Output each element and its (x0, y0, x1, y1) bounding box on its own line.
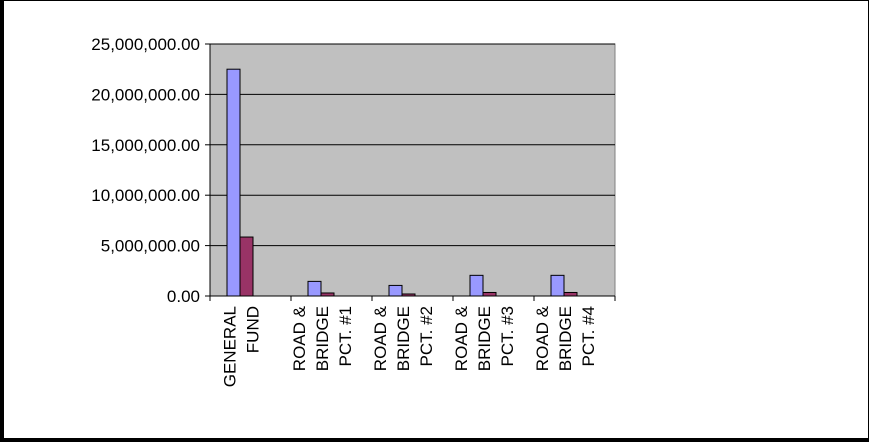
x-tick-label: PCT. #4 (579, 306, 598, 366)
plot-area (209, 43, 616, 297)
x-tick-label: BRIDGE (313, 306, 332, 371)
bar (550, 274, 565, 297)
x-tick-label: BRIDGE (475, 306, 494, 371)
y-tick-label: 0.00 (167, 287, 200, 306)
bar (469, 274, 484, 297)
bar (226, 68, 241, 297)
y-tick-label: 15,000,000.00 (91, 136, 200, 155)
y-tick-label: 20,000,000.00 (91, 85, 200, 104)
x-tick-label: ROAD & (452, 305, 471, 371)
bar (307, 280, 322, 297)
x-tick-label: BRIDGE (394, 306, 413, 371)
x-tick-label: PCT. #2 (417, 306, 436, 366)
bar-chart: 0.00 5,000,000.00 10,000,000.00 15,000,000.… (91, 35, 616, 387)
x-tick-label: PCT. #3 (498, 306, 517, 366)
x-tick-label: BRIDGE (556, 306, 575, 371)
bar (563, 291, 578, 297)
x-tick-label: ROAD & (371, 305, 390, 371)
x-tick-label: FUND (244, 306, 263, 353)
x-tick-label: GENERAL (221, 306, 240, 387)
bar (320, 292, 335, 297)
y-tick-label: 5,000,000.00 (101, 237, 200, 256)
bar (239, 236, 254, 297)
bar (401, 293, 416, 297)
y-tick-label: 10,000,000.00 (91, 186, 200, 205)
y-tick-label: 25,000,000.00 (91, 35, 200, 54)
x-tick-label: PCT. #1 (336, 306, 355, 366)
bar (388, 284, 403, 297)
bar (482, 291, 497, 297)
x-tick-label: ROAD & (533, 305, 552, 371)
x-tick-label: ROAD & (290, 305, 309, 371)
